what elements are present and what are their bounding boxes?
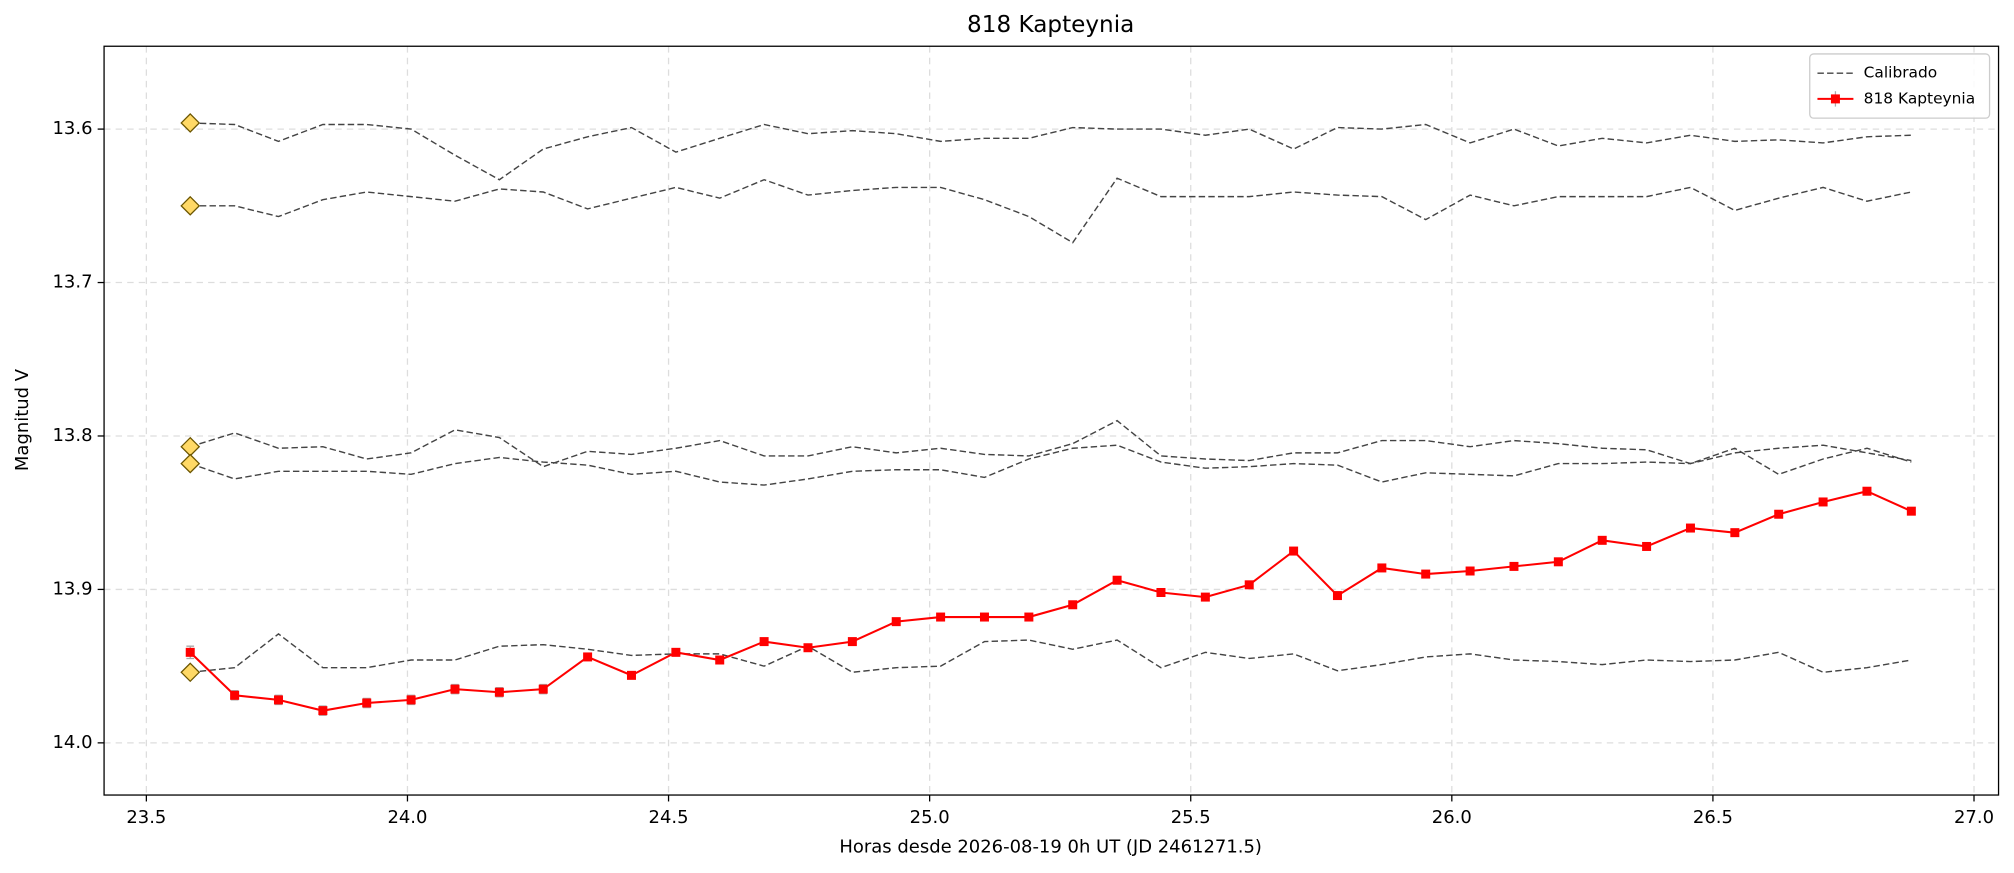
series-line (190, 444, 1912, 486)
legend: Calibrado 818 Kapteynia (1809, 53, 1991, 119)
y-tick-label: 14.0 (52, 732, 92, 753)
data-point (1289, 546, 1299, 556)
x-tick-label: 27.0 (1954, 807, 1994, 828)
series-line (190, 177, 1912, 244)
x-tick-label: 24.5 (649, 807, 689, 828)
plot-frame (103, 45, 2000, 796)
data-point (1068, 600, 1078, 610)
data-point (1730, 528, 1740, 538)
y-tick-label: 13.7 (52, 272, 92, 293)
data-point (583, 652, 593, 662)
data-point (847, 637, 857, 647)
start-marker (180, 662, 201, 683)
legend-marker (1830, 94, 1840, 104)
data-point (1112, 575, 1122, 585)
x-tick-label: 26.0 (1432, 807, 1472, 828)
x-tick-label: 25.5 (1171, 807, 1211, 828)
data-point (406, 695, 416, 705)
data-point (1685, 523, 1695, 533)
data-point (1906, 506, 1916, 516)
data-point (273, 695, 283, 705)
x-tick-label: 26.5 (1693, 807, 1733, 828)
data-point (1553, 557, 1563, 567)
start-marker (180, 195, 201, 216)
data-point (671, 647, 681, 657)
data-point (1818, 497, 1828, 507)
y-tick-label: 13.9 (52, 578, 92, 599)
data-point (1465, 566, 1475, 576)
data-point (759, 637, 769, 647)
series-line (190, 419, 1912, 476)
data-point (1774, 509, 1784, 519)
chart-title: 818 Kapteynia (967, 12, 1134, 38)
x-axis-label: Horas desde 2026-08-19 0h UT (JD 2461271… (839, 837, 1262, 858)
legend-label: 818 Kapteynia (1864, 89, 1975, 107)
data-point (891, 617, 901, 627)
series-line (189, 490, 1912, 712)
data-point (1244, 580, 1254, 590)
data-point (1421, 569, 1431, 579)
y-tick-label: 13.6 (52, 118, 92, 139)
start-marker (180, 453, 201, 474)
data-point (230, 690, 240, 700)
start-marker (180, 113, 201, 133)
data-point (1642, 541, 1652, 551)
data-point (1597, 535, 1607, 545)
data-point (450, 684, 460, 694)
data-point (1024, 612, 1034, 622)
y-tick-label: 13.8 (52, 425, 92, 446)
series-line (190, 633, 1912, 674)
data-point (1862, 486, 1872, 496)
data-point (362, 698, 372, 708)
y-axis-label: Magnitud V (12, 368, 33, 471)
data-point (936, 612, 946, 622)
x-tick-label: 24.0 (387, 807, 427, 828)
data-point (185, 647, 195, 657)
data-point (538, 684, 548, 694)
data-point (1332, 591, 1342, 601)
data-point (1156, 587, 1166, 597)
series-line (190, 122, 1912, 181)
data-point (715, 655, 725, 665)
data-point (1377, 563, 1387, 573)
data-point (1509, 561, 1519, 571)
x-tick-label: 23.5 (126, 807, 166, 828)
data-point (1200, 592, 1210, 602)
data-point (494, 687, 504, 697)
legend-label: Calibrado (1864, 64, 1938, 82)
legend-box (1809, 53, 1991, 119)
data-point (979, 612, 989, 622)
data-point (626, 670, 636, 680)
x-tick-label: 25.0 (910, 807, 950, 828)
data-point (318, 706, 328, 716)
data-point (803, 643, 813, 653)
